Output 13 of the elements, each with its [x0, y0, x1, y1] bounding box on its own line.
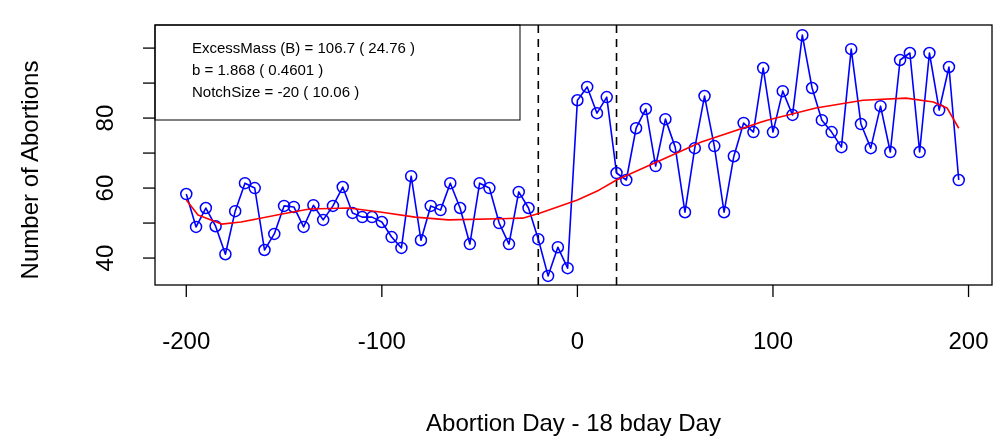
x-tick-label: -100	[357, 327, 406, 354]
y-tick-label: 80	[91, 104, 119, 132]
x-tick-label: 200	[948, 327, 989, 354]
x-tick-label: 100	[752, 327, 793, 354]
x-axis-title: Abortion Day - 18 bday Day	[426, 409, 721, 436]
y-tick-label: 60	[91, 174, 119, 202]
annotation: NotchSize = -20 ( 10.06 )	[192, 83, 360, 100]
x-tick-label: 0	[570, 327, 585, 354]
y-tick-label: 40	[91, 244, 119, 272]
x-tick-label: -200	[162, 327, 211, 354]
annotation: ExcessMass (B) = 106.7 ( 24.76 )	[192, 39, 416, 56]
y-axis-title: Number of Abortions	[16, 60, 43, 280]
annotation: b = 1.868 ( 0.4601 )	[192, 61, 324, 78]
